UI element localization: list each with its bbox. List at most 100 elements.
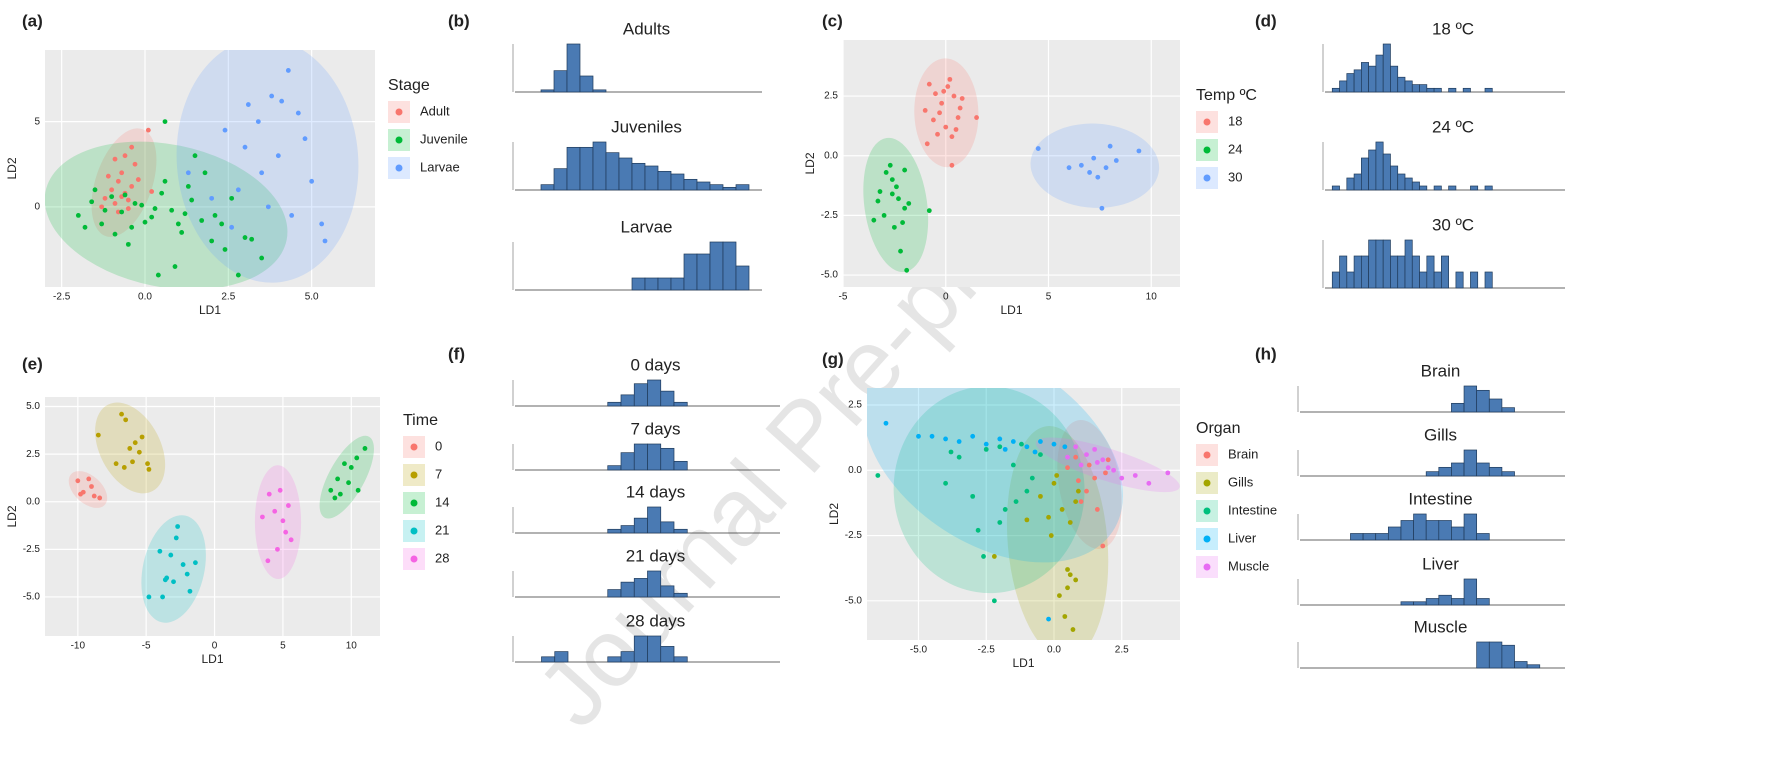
histogram-bar [658,278,671,290]
data-point [133,201,138,206]
legend-marker [411,556,418,563]
histogram-bar [1412,256,1419,288]
histogram-title: 21 days [626,546,686,565]
data-point [1052,442,1057,447]
histogram-bar [1439,467,1452,476]
legend-marker [1204,536,1211,543]
data-point [1114,158,1119,163]
y-axis-title: LD2 [827,503,841,525]
data-point [349,465,354,470]
legend-label: 24 [1228,141,1242,156]
data-point [871,218,876,223]
data-point [1165,470,1170,475]
legend-label: Muscle [1228,558,1269,573]
histogram-bar [648,507,661,533]
data-point [1019,442,1024,447]
histogram-bar [674,593,687,597]
data-point [1065,465,1070,470]
x-tick-label: -10 [71,641,86,652]
data-point [185,572,190,577]
data-point [1003,447,1008,452]
histogram-bar [645,278,658,290]
histogram-bar [608,657,621,662]
data-point [1046,617,1051,622]
histogram-bar [1426,521,1439,541]
data-point [1119,476,1124,481]
histogram-title: 18 ºC [1432,19,1474,38]
data-point [176,222,181,227]
histogram-bar [1489,642,1502,668]
data-point [1057,593,1062,598]
histogram-bar [542,657,555,662]
y-tick-label: -5.0 [23,592,41,603]
y-tick-label: -5.0 [821,270,839,281]
data-point [1065,585,1070,590]
legend-title: Temp ºC [1196,87,1257,104]
histogram-bar [1412,182,1419,190]
data-point [945,84,950,89]
legend-title: Time [403,412,438,429]
data-point [223,128,228,133]
histogram-bar [697,182,710,190]
histogram-bar [1456,272,1463,288]
data-point [1060,507,1065,512]
data-point [1087,463,1092,468]
data-point [956,115,961,120]
data-point [930,434,935,439]
histogram-bar [634,578,647,597]
data-point [137,450,142,455]
data-point [958,106,963,111]
histogram-title: 7 days [630,419,680,438]
histogram-bar [1361,158,1368,190]
data-point [1065,455,1070,460]
data-point [875,473,880,478]
histogram-bar [658,171,671,190]
legend-marker [1204,147,1211,154]
data-point [109,187,114,192]
histogram-bar [1441,256,1448,288]
data-point [78,492,83,497]
data-point [925,141,930,146]
histogram-bar [684,254,697,290]
panel-label: (e) [22,354,43,373]
data-point [296,111,301,116]
histogram-bar [1464,514,1477,540]
data-point [1095,460,1100,465]
histogram-bar [1420,272,1427,288]
histogram-bar [567,147,580,190]
data-point [153,206,158,211]
data-point [103,208,108,213]
legend-marker [411,444,418,451]
legend-title: Stage [388,77,430,94]
histogram-bar [1376,240,1383,288]
data-point [259,170,264,175]
x-axis-title: LD1 [199,303,221,317]
data-point [941,89,946,94]
data-point [354,456,359,461]
histogram-title: 28 days [626,611,686,630]
data-point [1024,517,1029,522]
data-point [1065,567,1070,572]
data-point [275,547,280,552]
data-point [943,437,948,442]
data-point [113,201,118,206]
y-tick-label: -2.5 [821,210,839,221]
histogram-bar [1369,150,1376,190]
data-point [1091,156,1096,161]
x-tick-label: -5 [839,292,848,303]
histogram-bar [1405,240,1412,288]
data-point [960,96,965,101]
data-point [943,125,948,130]
data-point [136,177,141,182]
histogram-bar [1451,463,1464,476]
histogram-bar [645,166,658,190]
histogram-title: 24 ºC [1432,117,1474,136]
x-axis-title: LD1 [1000,303,1022,317]
histogram-title: Juveniles [611,117,682,136]
histogram-bar [634,444,647,470]
legend-label: Larvae [420,159,460,174]
data-point [181,562,186,567]
data-point [269,94,274,99]
data-point [193,560,198,565]
data-point [236,273,241,278]
